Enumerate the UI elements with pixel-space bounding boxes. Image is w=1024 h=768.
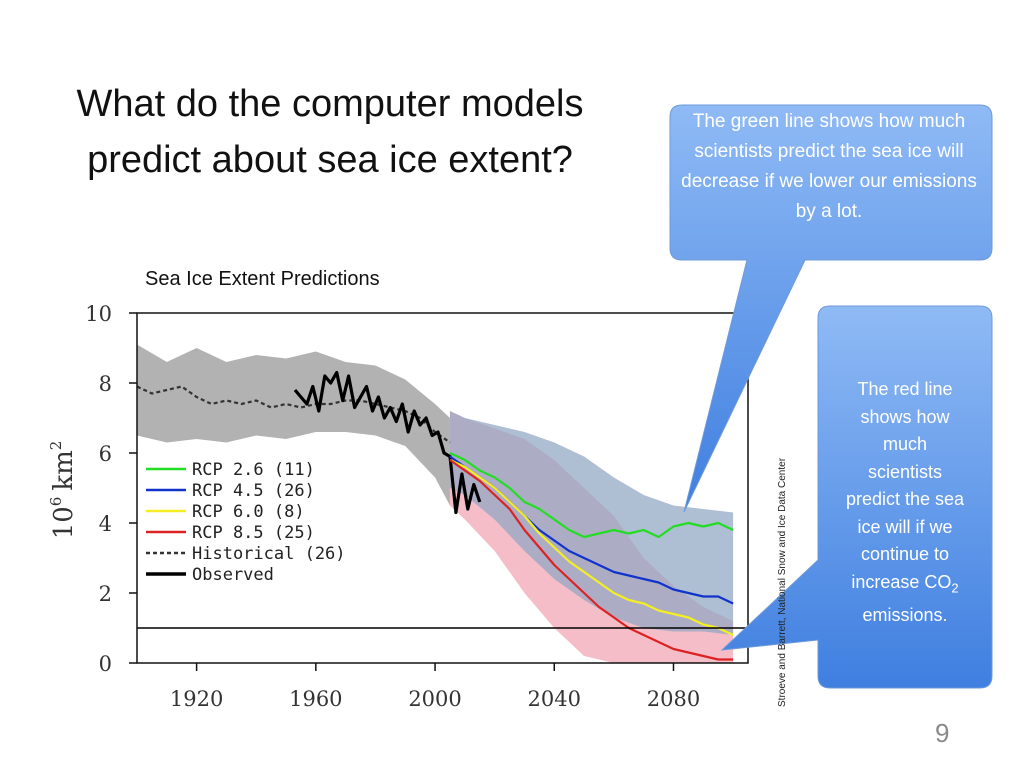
callout-green-bubble bbox=[669, 104, 993, 513]
callout-red-line-2: shows how bbox=[860, 406, 950, 427]
x-tick-label: 1920 bbox=[170, 687, 223, 711]
co2-subscript: 2 bbox=[951, 580, 959, 596]
legend-label: RCP 4.5 (26) bbox=[192, 481, 315, 501]
callout-red-bubble bbox=[720, 305, 993, 689]
series-rcp-6-0-8 bbox=[449, 459, 734, 636]
x-tick-label: 2080 bbox=[647, 687, 700, 711]
y-tick-label: 6 bbox=[99, 442, 112, 466]
y-label-unit-exp: 2 bbox=[47, 441, 65, 451]
legend-label: RCP 2.6 (11) bbox=[192, 460, 315, 480]
callout-red-line-4: scientists bbox=[867, 461, 943, 482]
callout-red-line-3: much bbox=[882, 434, 927, 454]
callout-red-text: The red line shows how much scientists p… bbox=[828, 376, 982, 629]
y-label-base: 10 bbox=[49, 506, 79, 539]
callout-red-line-7: continue to bbox=[860, 544, 950, 564]
title-line-2: predict about sea ice extent? bbox=[87, 139, 573, 181]
slide-title: What do the computer models predict abou… bbox=[30, 76, 630, 188]
callout-green-text: The green line shows how much scientists… bbox=[681, 111, 977, 222]
y-tick-label: 10 bbox=[85, 302, 112, 326]
legend-label: Historical (26) bbox=[192, 544, 346, 564]
y-tick-label: 0 bbox=[99, 652, 112, 676]
callout-red-line-5: predict the sea bbox=[845, 489, 965, 509]
legend-label: RCP 6.0 (8) bbox=[192, 502, 305, 522]
data-credit: Stroeve and Barrett, National Snow and I… bbox=[777, 457, 788, 707]
title-line-1: What do the computer models bbox=[76, 83, 584, 125]
band-historical-range bbox=[137, 344, 450, 506]
callout-red-line-1: The red line bbox=[857, 379, 953, 399]
y-tick-label: 2 bbox=[99, 582, 112, 606]
series-observed bbox=[293, 370, 482, 515]
series-rcp-2-6-11 bbox=[449, 452, 734, 539]
svg-text:106km2: 106 km2 bbox=[47, 441, 79, 540]
band-rcp-2-6-range bbox=[449, 411, 734, 635]
series-historical-26 bbox=[137, 385, 451, 444]
callout-red-line-8: increase CO bbox=[851, 571, 952, 592]
legend-label: RCP 8.5 (25) bbox=[192, 523, 315, 543]
page-number: 9 bbox=[935, 718, 950, 748]
callout-red-line-6: ice will if we bbox=[857, 516, 953, 537]
y-axis-label: 106 km2 bbox=[47, 441, 79, 540]
callout-red-line-9: emissions. bbox=[862, 604, 948, 625]
legend-label: Observed bbox=[192, 565, 274, 585]
y-label-unit: km bbox=[49, 450, 79, 490]
x-tick-label: 1960 bbox=[289, 687, 342, 711]
chart-caption: Sea Ice Extent Predictions bbox=[145, 268, 380, 290]
x-tick-label: 2000 bbox=[408, 687, 461, 711]
y-tick-label: 4 bbox=[99, 512, 112, 536]
series-rcp-8-5-25 bbox=[449, 459, 734, 661]
y-tick-label: 8 bbox=[99, 372, 112, 396]
y-label-exp: 6 bbox=[47, 497, 65, 507]
x-tick-label: 2040 bbox=[528, 687, 581, 711]
plot-frame bbox=[136, 312, 749, 664]
